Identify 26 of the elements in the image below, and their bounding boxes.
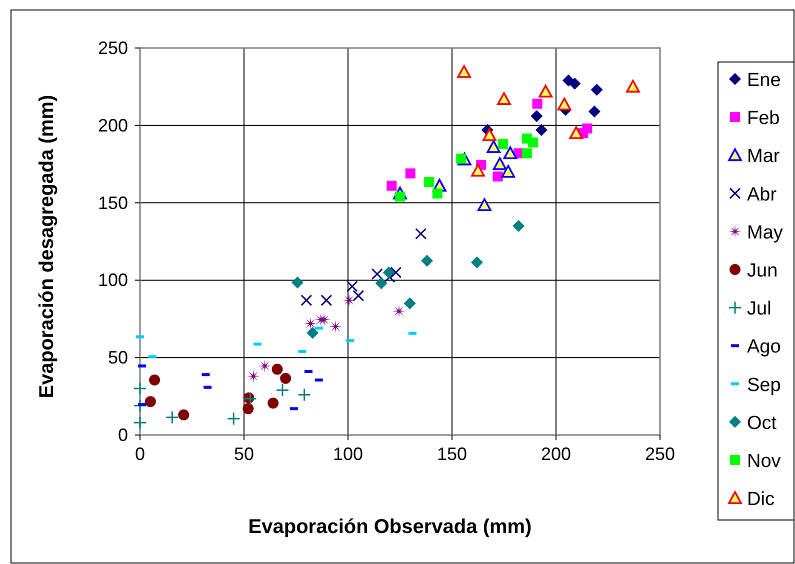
x-tick-label: 200 [540, 444, 572, 464]
legend-label: Ene [747, 70, 781, 91]
legend-label: Dic [747, 489, 774, 510]
y-tick-label: 0 [118, 425, 128, 445]
x-tick-label: 100 [332, 444, 364, 464]
x-tick-label: 0 [134, 444, 146, 464]
y-tick-label: 150 [98, 192, 128, 213]
legend-label: Ago [747, 336, 781, 358]
y-tick-label: 200 [98, 115, 128, 136]
x-tick-label: 50 [234, 444, 254, 464]
legend-label: Jun [747, 260, 778, 282]
x-tick-label: 150 [436, 444, 468, 464]
legend-label: Jul [747, 298, 772, 320]
legend-label: May [747, 222, 784, 244]
y-axis-title: Evaporación desagregada (mm) [36, 94, 58, 398]
y-tick-label: 250 [98, 38, 128, 58]
legend-label: Abr [747, 184, 778, 206]
legend-label: Oct [747, 412, 778, 434]
y-tick-label: 100 [98, 270, 128, 290]
x-axis-title: Evaporación Observada (mm) [248, 516, 532, 538]
legend-label: Mar [747, 146, 780, 168]
x-tick-label: 250 [644, 444, 676, 464]
legend-label: Nov [747, 451, 782, 472]
legend-label: Feb [747, 108, 780, 130]
y-tick-label: 50 [108, 348, 128, 368]
legend-label: Sep [747, 374, 781, 396]
